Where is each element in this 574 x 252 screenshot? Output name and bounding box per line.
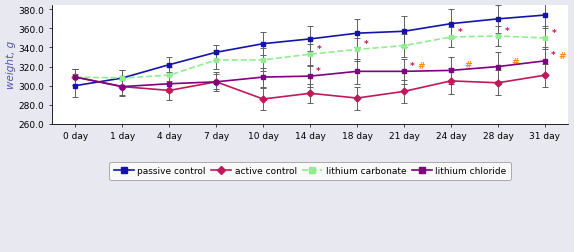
Text: *: *	[458, 27, 463, 37]
Text: *: *	[505, 26, 510, 36]
Text: *: *	[552, 28, 557, 37]
Text: *: *	[550, 51, 556, 60]
Text: *: *	[364, 40, 369, 49]
Text: #: #	[464, 61, 472, 70]
Text: *: *	[316, 67, 320, 75]
Text: #: #	[511, 57, 519, 66]
Text: #: #	[558, 52, 565, 61]
Text: *: *	[317, 45, 322, 53]
Legend: passive control, active control, lithium carbonate, lithium chloride: passive control, active control, lithium…	[109, 162, 511, 180]
Text: #: #	[417, 62, 425, 71]
Text: *: *	[410, 62, 414, 71]
Y-axis label: weight, g: weight, g	[6, 41, 15, 89]
